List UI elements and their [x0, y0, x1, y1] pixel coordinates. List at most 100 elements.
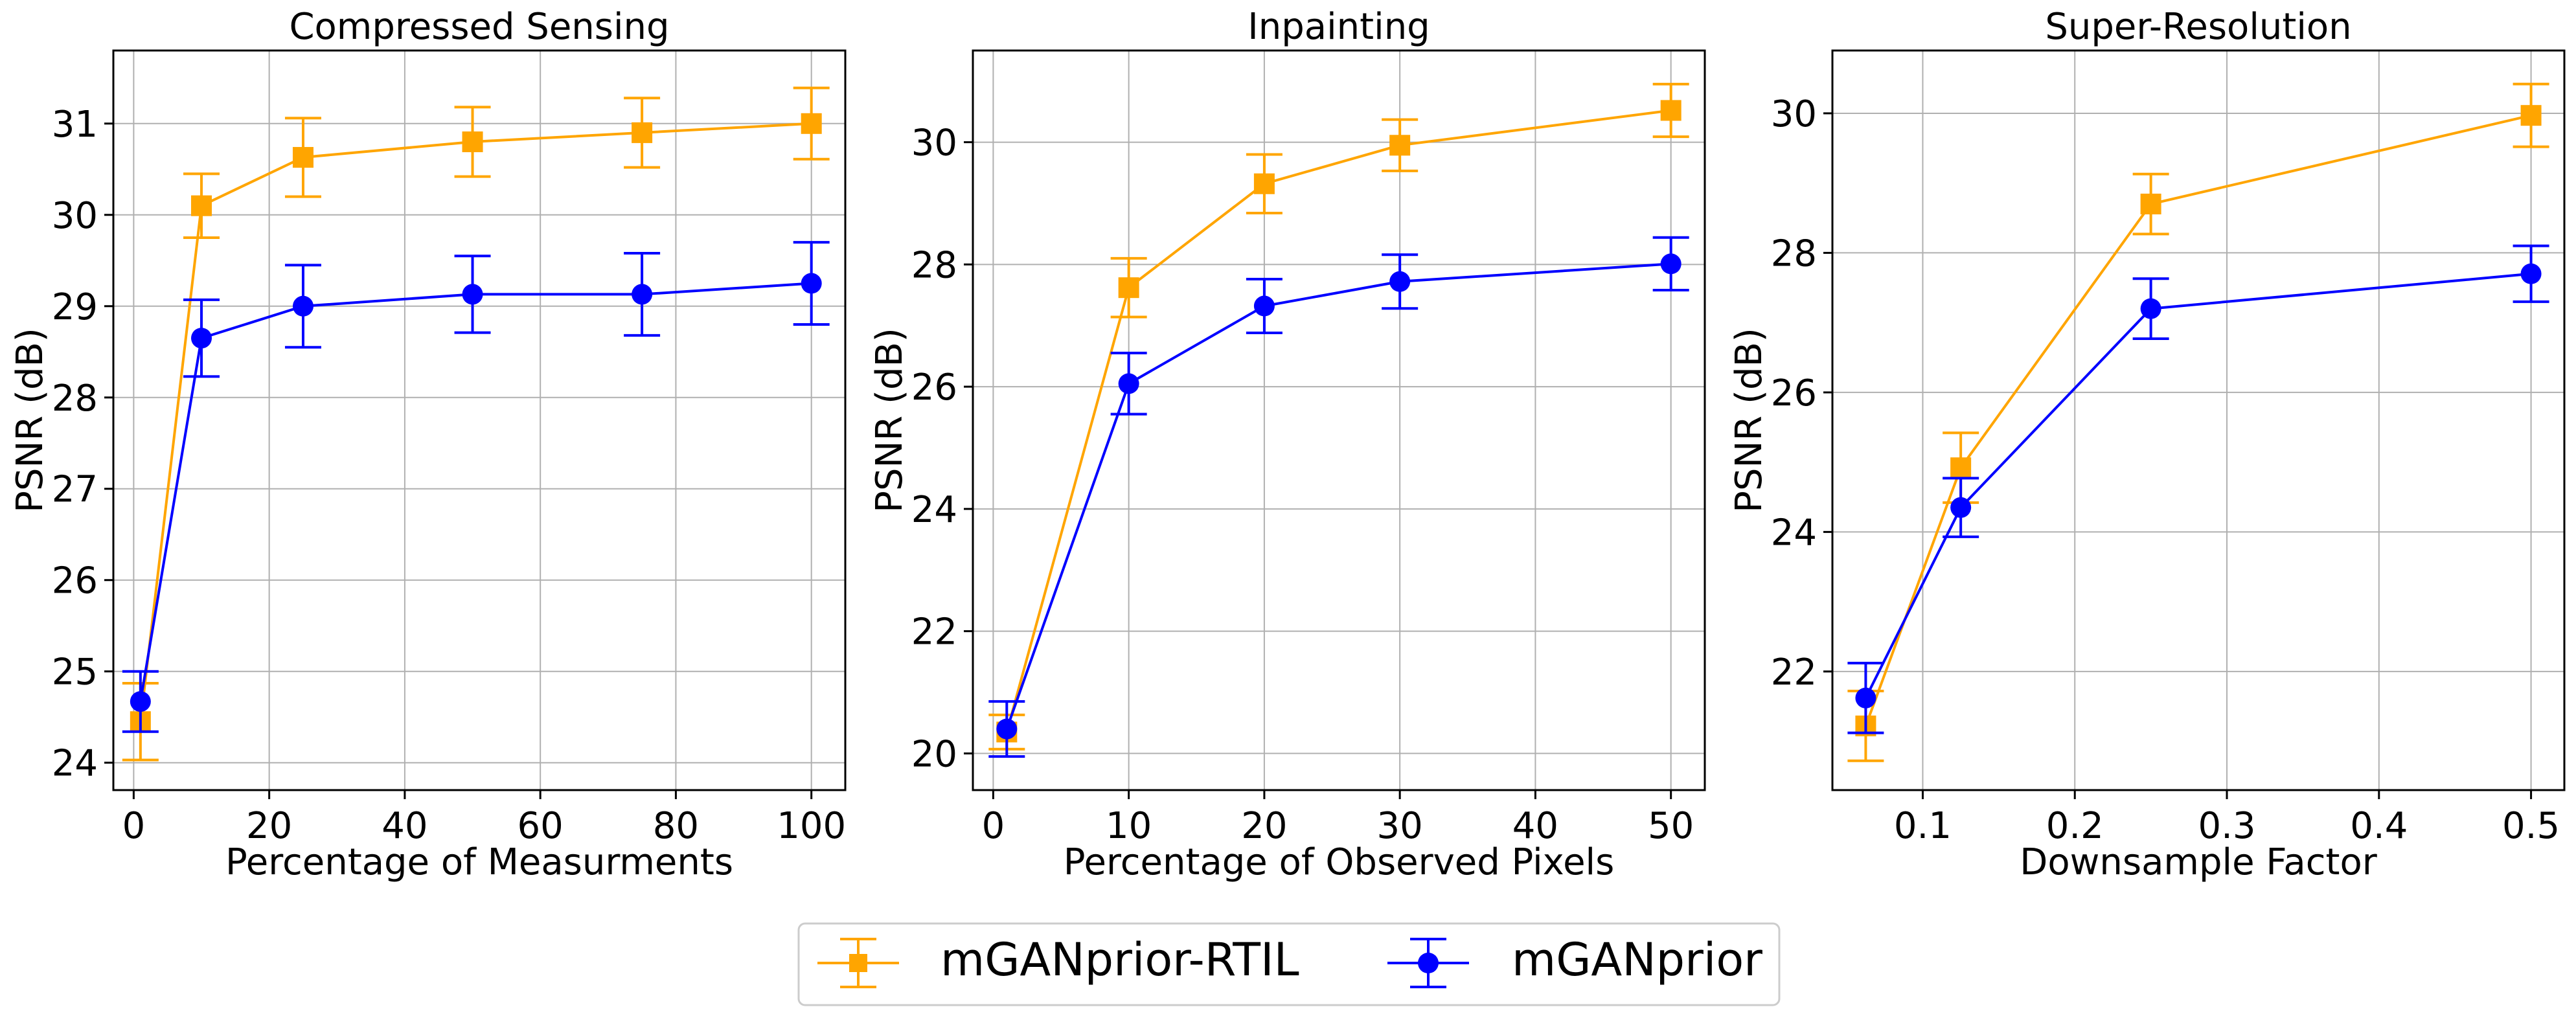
marker-circle-base [292, 295, 313, 317]
axes-frame [972, 49, 1706, 791]
legend-marker-base [1418, 953, 1439, 973]
axes-frame [1831, 49, 2566, 791]
marker-circle-base [1660, 253, 1681, 275]
legend-label-base: mGANprior [1512, 933, 1762, 986]
legend-label-rtil: mGANprior-RTIL [940, 933, 1299, 986]
marker-circle-base [1950, 497, 1972, 518]
y-tick-label: 28 [52, 378, 98, 420]
x-axis-label: Downsample Factor [2020, 841, 2377, 883]
legend: mGANprior-RTIL mGANprior [797, 922, 1781, 1006]
y-tick-label: 22 [1771, 652, 1817, 694]
x-tick-label: 80 [653, 805, 699, 847]
ticks: 0 10 20 30 40 50 20 22 24 26 28 30 [911, 122, 1694, 847]
marker-circle-base [2520, 263, 2542, 284]
legend-entry-rtil: mGANprior-RTIL [817, 933, 1299, 988]
x-tick-label: 0.5 [2502, 805, 2560, 847]
marker-circle-base [2140, 298, 2161, 319]
y-tick-label: 24 [52, 743, 98, 785]
y-tick-label: 30 [52, 195, 98, 237]
ticks: 0.1 0.2 0.3 0.4 0.5 22 24 26 28 30 [1771, 93, 2560, 847]
marker-circle-base [462, 284, 483, 305]
marker-circle-base [130, 691, 151, 712]
series-rtil [1847, 82, 2549, 762]
x-tick-label: 0.2 [2046, 805, 2104, 847]
series-line-rtil [1005, 109, 1671, 732]
marker-circle-base [1855, 687, 1876, 708]
x-tick-label: 50 [1648, 805, 1694, 847]
y-tick-label: 25 [52, 652, 98, 694]
x-tick-label: 0.3 [2198, 805, 2255, 847]
y-axis-label: PSNR (dB) [1728, 328, 1770, 513]
series-base [122, 241, 830, 733]
marker-square-rtil [2140, 194, 2161, 215]
y-tick-label: 26 [1771, 372, 1817, 414]
chart-title: Inpainting [1248, 6, 1430, 48]
x-axis-label: Percentage of Observed Pixels [1064, 841, 1615, 883]
marker-circle-base [632, 284, 653, 305]
marker-square-rtil [632, 122, 653, 143]
series-rtil [122, 86, 830, 762]
y-tick-label: 29 [52, 286, 98, 328]
marker-circle-base [801, 273, 822, 294]
x-tick-label: 40 [382, 805, 427, 847]
x-tick-label: 40 [1512, 805, 1558, 847]
marker-square-rtil [1950, 457, 1972, 479]
marker-square-rtil [801, 113, 822, 134]
grid [1832, 51, 2564, 790]
marker-square-rtil [2520, 105, 2542, 126]
x-tick-label: 0 [982, 805, 1005, 847]
y-tick-label: 31 [52, 104, 98, 146]
series-line-base [1864, 272, 2531, 699]
y-tick-label: 30 [1771, 93, 1817, 135]
marker-square-rtil [1118, 277, 1139, 299]
series-line-base [1005, 262, 1671, 730]
x-axis-label: Percentage of Measurments [225, 841, 733, 883]
series-line-rtil [1864, 114, 2532, 727]
x-tick-label: 0.4 [2350, 805, 2408, 847]
y-tick-label: 26 [52, 560, 98, 602]
series-line-base [139, 282, 812, 702]
y-tick-label: 30 [911, 122, 957, 164]
series-base [1847, 244, 2549, 734]
marker-circle-base [996, 718, 1018, 740]
legend-entry-base: mGANprior [1387, 933, 1762, 988]
legend-marker-rtil [849, 954, 867, 972]
ticks: 0 20 40 60 80 100 24 25 26 27 28 29 30 31 [52, 104, 846, 847]
y-axis-label: PSNR (dB) [9, 328, 51, 513]
panel-1: 0 20 40 60 80 100 24 25 26 27 28 29 30 31 Compressed S… [9, 6, 847, 883]
grid [973, 51, 1705, 790]
marker-circle-base [1118, 373, 1139, 394]
x-tick-label: 30 [1377, 805, 1423, 847]
marker-square-rtil [462, 131, 483, 152]
panel-3: 0.1 0.2 0.3 0.4 0.5 22 24 26 28 30 Super-Resolutio… [1728, 6, 2566, 883]
y-tick-label: 20 [911, 733, 957, 775]
x-tick-label: 100 [777, 805, 846, 847]
y-tick-label: 26 [911, 367, 957, 409]
chart-title: Super-Resolution [2045, 6, 2351, 48]
marker-square-rtil [1253, 173, 1275, 194]
x-tick-label: 20 [1241, 805, 1287, 847]
y-tick-label: 28 [1771, 232, 1817, 275]
legend-frame [797, 922, 1781, 1006]
x-tick-label: 20 [246, 805, 292, 847]
x-tick-label: 60 [518, 805, 564, 847]
series-line-rtil [139, 122, 812, 722]
chart-title: Compressed Sensing [289, 6, 669, 48]
marker-square-rtil [292, 146, 313, 168]
grid [113, 51, 845, 790]
y-tick-label: 22 [911, 611, 957, 653]
x-tick-label: 10 [1106, 805, 1152, 847]
x-tick-label: 0.1 [1894, 805, 1952, 847]
marker-square-rtil [191, 195, 212, 216]
marker-circle-base [1389, 271, 1411, 292]
y-axis-label: PSNR (dB) [869, 328, 911, 513]
y-tick-label: 24 [911, 489, 957, 531]
y-tick-label: 24 [1771, 512, 1817, 554]
x-tick-label: 0 [122, 805, 146, 847]
marker-circle-base [1253, 295, 1275, 317]
series-rtil [988, 82, 1689, 751]
series-base [988, 236, 1689, 758]
